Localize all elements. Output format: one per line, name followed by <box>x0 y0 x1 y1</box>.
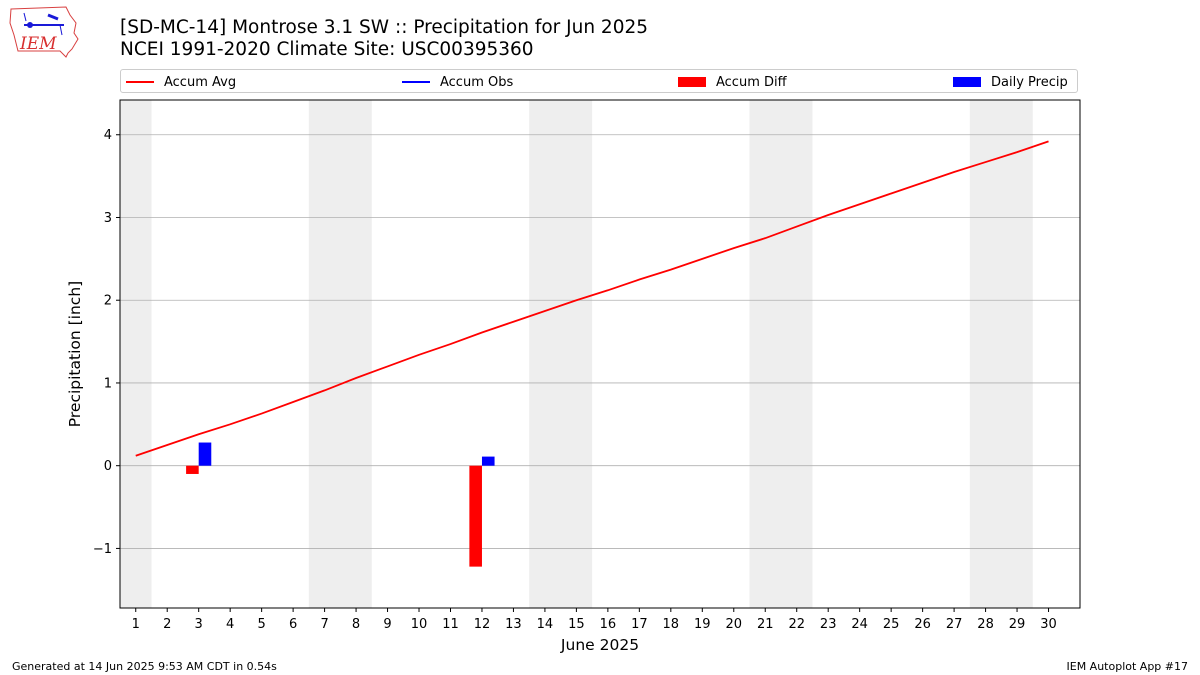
bar-daily-precip <box>481 456 495 466</box>
y-axis-label: Precipitation [inch] <box>66 281 84 427</box>
generated-footer: Generated at 14 Jun 2025 9:53 AM CDT in … <box>12 660 277 673</box>
weekend-shade <box>969 100 1033 608</box>
x-tick-label: 20 <box>725 617 742 632</box>
chart-legend: Accum Avg Accum Obs Accum Diff Daily Precip <box>120 69 1078 93</box>
y-tick-label: 0 <box>104 459 112 474</box>
iem-logo: IEM <box>9 6 79 58</box>
x-tick-label: 29 <box>1009 617 1026 632</box>
line-accum-avg <box>135 140 1049 457</box>
bar-daily-precip <box>198 442 212 466</box>
x-tick-label: 15 <box>568 617 585 632</box>
legend-label: Accum Obs <box>440 74 514 90</box>
x-tick-label: 16 <box>600 617 617 632</box>
y-tick-label: 2 <box>104 294 112 309</box>
weekend-shade <box>120 100 152 608</box>
x-tick-label: 2 <box>163 617 171 632</box>
legend-swatch <box>953 77 981 87</box>
weekend-shade <box>749 100 813 608</box>
logo-text: IEM <box>19 34 57 54</box>
weekend-shade <box>308 100 372 608</box>
x-tick-label: 30 <box>1040 617 1057 632</box>
x-tick-label: 13 <box>505 617 522 632</box>
legend-swatch <box>402 81 430 83</box>
x-tick-label: 14 <box>537 617 554 632</box>
x-tick-label: 25 <box>883 617 900 632</box>
y-tick-label: 1 <box>104 376 112 391</box>
legend-item-daily-precip: Daily Precip <box>953 70 1068 94</box>
chart-title: [SD-MC-14] Montrose 3.1 SW :: Precipitat… <box>120 17 649 38</box>
x-tick-label: 28 <box>977 617 994 632</box>
app-footer: IEM Autoplot App #17 <box>1066 660 1189 673</box>
y-tick-label: 4 <box>104 128 112 143</box>
legend-item-accum-obs: Accum Obs <box>402 70 513 94</box>
legend-label: Daily Precip <box>991 74 1068 90</box>
x-tick-label: 18 <box>663 617 680 632</box>
x-tick-label: 11 <box>442 617 459 632</box>
x-tick-label: 26 <box>914 617 931 632</box>
plot-frame <box>119 99 1081 609</box>
x-tick-label: 23 <box>820 617 837 632</box>
legend-swatch <box>678 77 706 87</box>
bar-accum-diff <box>186 465 199 474</box>
x-tick-label: 5 <box>257 617 265 632</box>
x-tick-label: 8 <box>352 617 360 632</box>
bar-accum-diff <box>469 465 482 567</box>
legend-label: Accum Avg <box>164 74 237 90</box>
x-tick-label: 4 <box>226 617 234 632</box>
weekend-shade <box>529 100 593 608</box>
chart-subtitle: NCEI 1991-2020 Climate Site: USC00395360 <box>120 39 534 60</box>
x-tick-label: 1 <box>132 617 140 632</box>
x-tick-label: 27 <box>946 617 963 632</box>
legend-item-accum-avg: Accum Avg <box>126 70 236 94</box>
x-tick-label: 19 <box>694 617 711 632</box>
x-tick-label: 9 <box>383 617 391 632</box>
legend-swatch <box>126 81 154 83</box>
x-tick-label: 3 <box>195 617 203 632</box>
y-tick-label: 3 <box>104 211 112 226</box>
legend-label: Accum Diff <box>716 74 787 90</box>
x-tick-label: 21 <box>757 617 774 632</box>
x-tick-label: 17 <box>631 617 648 632</box>
legend-item-accum-diff: Accum Diff <box>678 70 787 94</box>
y-tick-label: −1 <box>93 542 112 557</box>
x-tick-label: 24 <box>851 617 868 632</box>
x-tick-label: 22 <box>788 617 805 632</box>
x-tick-label: 12 <box>474 617 491 632</box>
x-tick-label: 6 <box>289 617 297 632</box>
x-tick-label: 10 <box>411 617 428 632</box>
x-axis-label: June 2025 <box>560 636 639 654</box>
x-tick-label: 7 <box>320 617 328 632</box>
